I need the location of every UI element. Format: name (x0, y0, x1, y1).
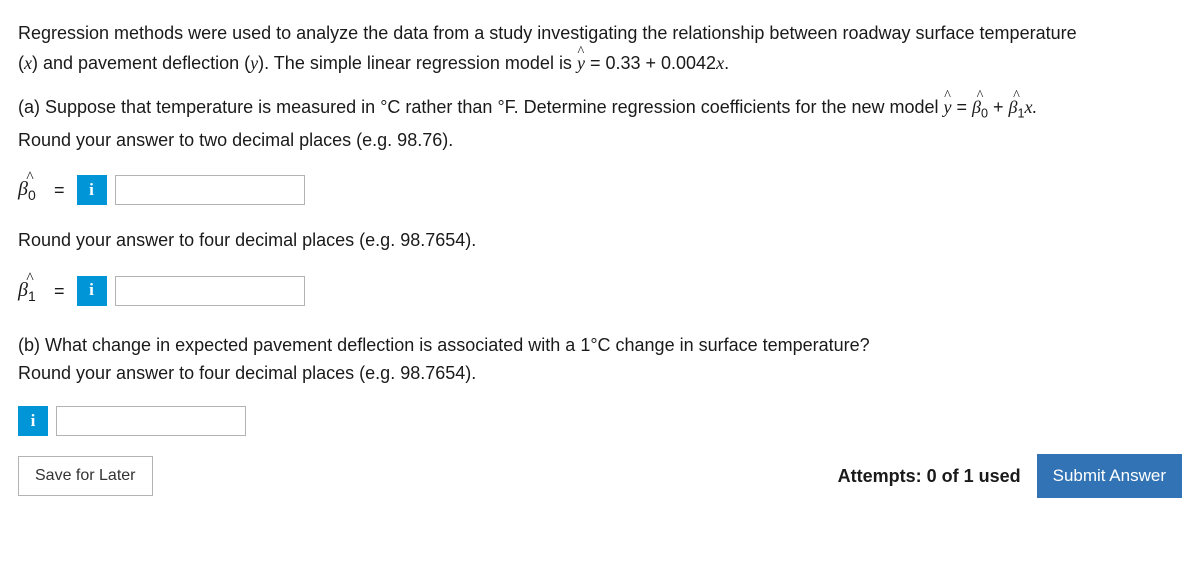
eq-mid1: = (952, 97, 973, 117)
intro-l2-post: ). The simple linear regression model is (258, 53, 577, 73)
beta1-hat: ^β1 (1009, 94, 1025, 123)
part-a-pre: (a) Suppose that temperature is measured… (18, 97, 944, 117)
info-icon[interactable]: i (18, 406, 48, 436)
eq-x: x (716, 53, 724, 73)
part-b-text: (b) What change in expected pavement def… (18, 332, 1182, 386)
beta0-input-row: ^β0 = i (18, 175, 1182, 205)
part-b-round: Round your answer to four decimal places… (18, 360, 1182, 386)
footer-right: Attempts: 0 of 1 used Submit Answer (838, 454, 1182, 498)
part-a-round1: Round your answer to two decimal places … (18, 127, 1182, 153)
info-icon[interactable]: i (77, 175, 107, 205)
y-hat-2: ^y (944, 94, 952, 120)
beta0-label: ^β0 (18, 175, 42, 205)
intro-eq: = 0.33 + 0.0042 (585, 53, 716, 73)
intro-paragraph: Regression methods were used to analyze … (18, 20, 1182, 76)
attempts-text: Attempts: 0 of 1 used (838, 463, 1021, 489)
part-a-round2: Round your answer to four decimal places… (18, 227, 1182, 253)
save-for-later-button[interactable]: Save for Later (18, 456, 153, 496)
intro-line1: Regression methods were used to analyze … (18, 23, 1077, 43)
beta0-hat: ^β0 (972, 94, 988, 123)
var-x: x (24, 53, 32, 73)
beta1-input-row: ^β1 = i (18, 276, 1182, 306)
intro-eq-end: . (724, 53, 729, 73)
part-a-text: (a) Suppose that temperature is measured… (18, 94, 1182, 153)
y-hat: ^y (577, 50, 585, 76)
var-y: y (250, 53, 258, 73)
part-b-input[interactable] (56, 406, 246, 436)
submit-answer-button[interactable]: Submit Answer (1037, 454, 1182, 498)
eq-plus: + (988, 97, 1009, 117)
equals-1: = (54, 177, 65, 203)
footer: Save for Later Attempts: 0 of 1 used Sub… (18, 454, 1182, 498)
eq-x2: x. (1025, 97, 1038, 117)
part-b-q: (b) What change in expected pavement def… (18, 332, 1182, 358)
beta0-input[interactable] (115, 175, 305, 205)
equals-2: = (54, 278, 65, 304)
part-b-input-row: i (18, 406, 1182, 436)
beta1-label: ^β1 (18, 276, 42, 306)
beta1-input[interactable] (115, 276, 305, 306)
info-icon[interactable]: i (77, 276, 107, 306)
intro-l2-mid: ) and pavement deflection ( (32, 53, 250, 73)
